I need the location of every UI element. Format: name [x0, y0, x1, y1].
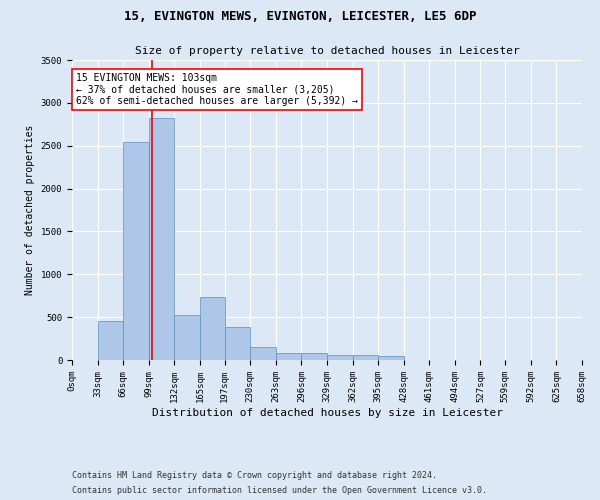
Bar	[149, 118, 175, 360]
X-axis label: Distribution of detached houses by size in Leicester: Distribution of detached houses by size …	[151, 408, 503, 418]
Bar	[276, 353, 301, 360]
Bar	[327, 355, 353, 360]
Y-axis label: Number of detached properties: Number of detached properties	[25, 125, 35, 295]
Text: Contains public sector information licensed under the Open Government Licence v3: Contains public sector information licen…	[72, 486, 487, 495]
Text: 15 EVINGTON MEWS: 103sqm
← 37% of detached houses are smaller (3,205)
62% of sem: 15 EVINGTON MEWS: 103sqm ← 37% of detach…	[76, 73, 358, 106]
Bar	[250, 347, 276, 360]
Text: 15, EVINGTON MEWS, EVINGTON, LEICESTER, LE5 6DP: 15, EVINGTON MEWS, EVINGTON, LEICESTER, …	[124, 10, 476, 23]
Bar	[123, 142, 149, 360]
Title: Size of property relative to detached houses in Leicester: Size of property relative to detached ho…	[134, 46, 520, 56]
Bar	[200, 296, 224, 360]
Bar	[98, 320, 123, 360]
Bar	[224, 326, 250, 360]
Bar	[301, 353, 327, 360]
Bar	[378, 356, 404, 360]
Text: Contains HM Land Registry data © Crown copyright and database right 2024.: Contains HM Land Registry data © Crown c…	[72, 471, 437, 480]
Bar	[175, 316, 200, 360]
Bar	[353, 356, 378, 360]
